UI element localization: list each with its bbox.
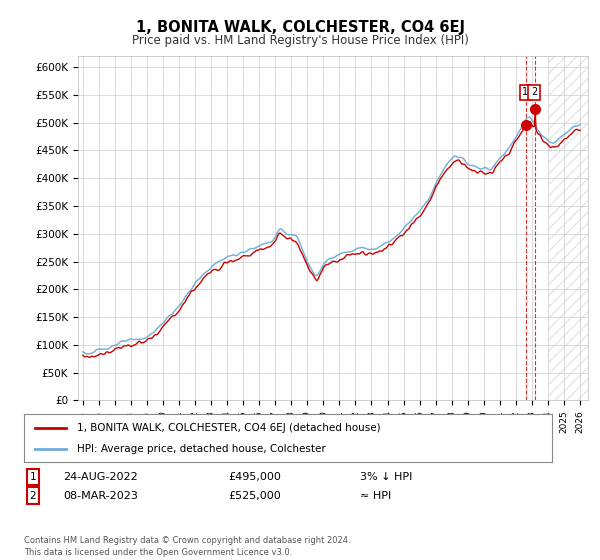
- Text: Price paid vs. HM Land Registry's House Price Index (HPI): Price paid vs. HM Land Registry's House …: [131, 34, 469, 46]
- Text: 3% ↓ HPI: 3% ↓ HPI: [360, 472, 412, 482]
- Text: 1, BONITA WALK, COLCHESTER, CO4 6EJ: 1, BONITA WALK, COLCHESTER, CO4 6EJ: [136, 20, 464, 35]
- Text: 08-MAR-2023: 08-MAR-2023: [63, 491, 138, 501]
- Text: 2: 2: [29, 491, 37, 501]
- Text: HPI: Average price, detached house, Colchester: HPI: Average price, detached house, Colc…: [77, 444, 326, 454]
- Text: 2: 2: [531, 87, 537, 97]
- Text: 24-AUG-2022: 24-AUG-2022: [63, 472, 138, 482]
- Text: 1, BONITA WALK, COLCHESTER, CO4 6EJ (detached house): 1, BONITA WALK, COLCHESTER, CO4 6EJ (det…: [77, 423, 380, 433]
- Text: £495,000: £495,000: [228, 472, 281, 482]
- Text: 1: 1: [29, 472, 37, 482]
- Text: 1: 1: [523, 87, 529, 97]
- Text: Contains HM Land Registry data © Crown copyright and database right 2024.
This d: Contains HM Land Registry data © Crown c…: [24, 536, 350, 557]
- Text: ≈ HPI: ≈ HPI: [360, 491, 391, 501]
- Text: £525,000: £525,000: [228, 491, 281, 501]
